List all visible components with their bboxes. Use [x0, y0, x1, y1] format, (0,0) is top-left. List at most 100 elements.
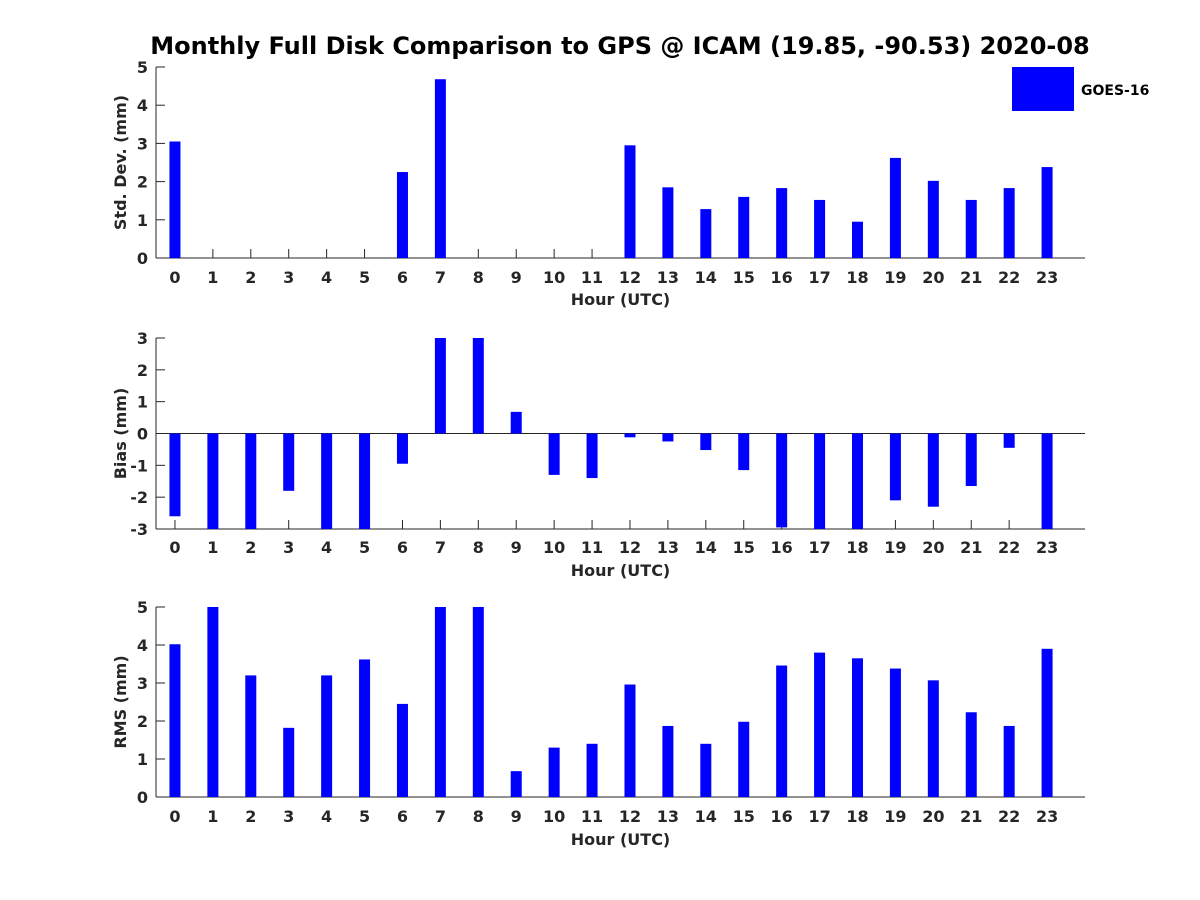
rms-bar-hour-1 — [207, 607, 219, 797]
std-dev-bar-hour-23 — [1041, 167, 1053, 258]
rms-bar-hour-8 — [472, 607, 484, 797]
bias-x-tick-label: 7 — [435, 538, 446, 557]
rms-bar-hour-16 — [776, 665, 788, 797]
bias-bar-hour-12 — [624, 433, 636, 438]
std-dev-bar-hour-13 — [662, 187, 674, 258]
rms-bar-hour-12 — [624, 684, 636, 797]
bias-bar-hour-14 — [700, 433, 712, 451]
bias-bar-hour-10 — [548, 433, 560, 475]
std-dev-x-axis-label: Hour (UTC) — [571, 290, 671, 309]
bias-x-axis-label: Hour (UTC) — [571, 561, 671, 580]
rms-x-tick-label: 12 — [619, 807, 641, 826]
rms-x-tick-label: 4 — [321, 807, 332, 826]
rms-x-tick-label: 17 — [808, 807, 830, 826]
std-dev-bar-hour-16 — [776, 188, 788, 258]
bias-x-tick-label: 12 — [619, 538, 641, 557]
std-dev-bar-hour-21 — [965, 199, 977, 258]
rms-x-tick-label: 3 — [283, 807, 294, 826]
rms-bar-hour-11 — [586, 743, 598, 797]
bias-y-tick-label: 2 — [137, 361, 148, 380]
bias-x-tick-label: 17 — [808, 538, 830, 557]
bias-x-tick-label: 14 — [695, 538, 717, 557]
std-dev-y-tick-label: 5 — [137, 58, 148, 77]
bias-x-tick-label: 4 — [321, 538, 332, 557]
std-dev-x-tick-label: 14 — [695, 268, 717, 287]
bias-x-tick-label: 2 — [245, 538, 256, 557]
rms-x-tick-label: 20 — [922, 807, 944, 826]
std-dev-y-tick-label: 1 — [137, 211, 148, 230]
bias-x-tick-label: 20 — [922, 538, 944, 557]
legend-label: GOES-16 — [1081, 83, 1149, 99]
rms-y-tick-label: 5 — [137, 598, 148, 617]
legend: GOES-16 — [1012, 67, 1149, 111]
bias-bar-hour-0 — [169, 433, 181, 517]
rms-x-tick-label: 22 — [998, 807, 1020, 826]
rms-bar-hour-13 — [662, 725, 674, 797]
rms-x-tick-label: 2 — [245, 807, 256, 826]
std-dev-x-tick-label: 12 — [619, 268, 641, 287]
std-dev-bar-hour-19 — [889, 157, 901, 258]
rms-y-tick-label: 1 — [137, 750, 148, 769]
rms-bar-hour-7 — [434, 607, 446, 797]
bias-y-tick-label: 1 — [137, 393, 148, 412]
rms-bar-hour-10 — [548, 747, 560, 797]
bias-bar-hour-5 — [359, 433, 371, 529]
bias-y-tick-label: -1 — [130, 456, 148, 475]
bias-x-tick-label: 1 — [207, 538, 218, 557]
std-dev-x-tick-label: 21 — [960, 268, 982, 287]
rms-x-tick-label: 0 — [169, 807, 180, 826]
std-dev-y-tick-label: 2 — [137, 173, 148, 192]
bias-bar-hour-18 — [851, 433, 863, 529]
bias-x-tick-label: 8 — [473, 538, 484, 557]
std-dev-x-tick-label: 2 — [245, 268, 256, 287]
std-dev-x-tick-label: 20 — [922, 268, 944, 287]
rms-y-tick-label: 2 — [137, 712, 148, 731]
legend-swatch — [1012, 67, 1074, 111]
std-dev-x-tick-label: 3 — [283, 268, 294, 287]
std-dev-bar-hour-6 — [396, 172, 408, 258]
bias-bar-hour-1 — [207, 433, 219, 529]
bias-x-tick-label: 10 — [543, 538, 565, 557]
std-dev-bar-hour-20 — [927, 180, 939, 258]
rms-x-tick-label: 1 — [207, 807, 218, 826]
std-dev-x-tick-label: 18 — [846, 268, 868, 287]
std-dev-y-tick-label: 3 — [137, 134, 148, 153]
bias-bar-hour-15 — [738, 433, 750, 471]
bias-x-tick-label: 19 — [884, 538, 906, 557]
bias-bar-hour-11 — [586, 433, 598, 479]
rms-x-tick-label: 5 — [359, 807, 370, 826]
bias-bar-hour-8 — [472, 338, 484, 434]
bias-x-tick-label: 16 — [771, 538, 793, 557]
bias-x-tick-label: 5 — [359, 538, 370, 557]
rms-x-tick-label: 13 — [657, 807, 679, 826]
rms-y-tick-label: 4 — [137, 636, 148, 655]
bias-bar-hour-17 — [814, 433, 826, 529]
rms-bar-hour-21 — [965, 712, 977, 797]
bias-x-tick-label: 21 — [960, 538, 982, 557]
std-dev-y-tick-label: 0 — [137, 249, 148, 268]
std-dev-y-tick-label: 4 — [137, 96, 148, 115]
std-dev-bar-hour-14 — [700, 209, 712, 258]
bias-bar-hour-16 — [776, 433, 788, 528]
bias-y-tick-label: -2 — [130, 488, 148, 507]
bias-y-tick-label: 3 — [137, 329, 148, 348]
bias-bar-hour-23 — [1041, 433, 1053, 529]
bias-bar-hour-20 — [927, 433, 939, 507]
bias-x-tick-label: 9 — [511, 538, 522, 557]
bias-bar-hour-3 — [283, 433, 295, 491]
rms-bar-hour-3 — [283, 727, 295, 797]
rms-bar-hour-20 — [927, 680, 939, 797]
rms-x-tick-label: 6 — [397, 807, 408, 826]
bias-x-tick-label: 23 — [1036, 538, 1058, 557]
std-dev-x-tick-label: 9 — [511, 268, 522, 287]
bias-y-tick-label: -3 — [130, 520, 148, 539]
chart-title: Monthly Full Disk Comparison to GPS @ IC… — [150, 32, 1090, 60]
rms-x-tick-label: 11 — [581, 807, 603, 826]
bias-bar-hour-22 — [1003, 433, 1015, 448]
rms-bar-hour-17 — [814, 652, 826, 797]
